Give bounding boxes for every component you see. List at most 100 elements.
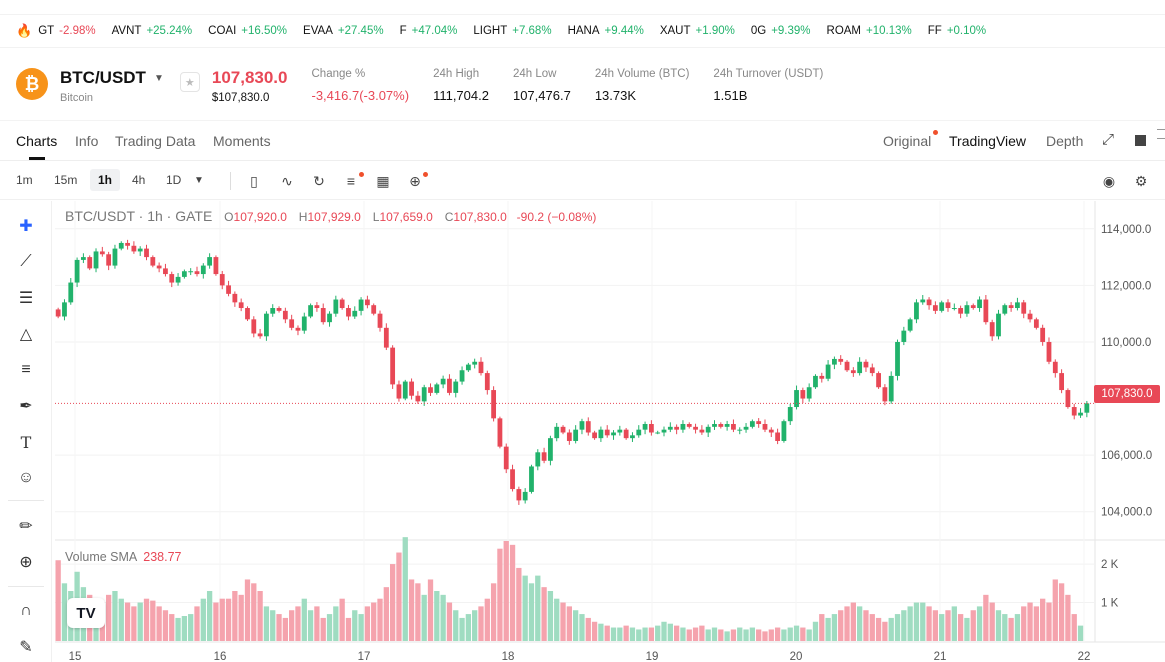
volume-bar — [541, 587, 547, 641]
volume-bar — [188, 614, 194, 641]
candle-body — [832, 358, 837, 365]
volume-bar — [1077, 625, 1084, 641]
candle-body — [194, 271, 200, 275]
tradingview-logo-icon[interactable]: TV — [67, 598, 105, 628]
volume-bar — [547, 591, 554, 641]
volume-bar — [610, 627, 617, 641]
volume-bar — [894, 614, 901, 641]
ticker-symbol: HANA — [567, 25, 600, 37]
y-tick-label: 110,000.0 — [1101, 337, 1151, 349]
timeframe-1m[interactable]: 1m — [16, 173, 33, 187]
last-price: 107,830.0 — [211, 68, 288, 87]
candle-body — [402, 381, 408, 399]
vol-tick-label: 2 K — [1101, 559, 1119, 571]
fib-retracement-icon[interactable]: ≡ — [21, 361, 31, 378]
volume-bar — [522, 575, 528, 641]
horizontal-lines-icon[interactable]: ☰ — [18, 290, 34, 307]
magnet-icon[interactable]: ∩ — [20, 602, 32, 619]
candle-body — [62, 302, 67, 317]
volume-bar — [932, 610, 939, 641]
volume-bar — [579, 614, 585, 641]
candle-body — [150, 257, 156, 266]
tab-tradingview[interactable]: TradingView — [949, 133, 1027, 149]
volume-bar — [484, 598, 490, 641]
ruler-icon[interactable]: ✏ — [19, 518, 33, 535]
x-tick-label: 18 — [502, 651, 515, 662]
last-price-usd: $107,830.0 — [211, 92, 270, 104]
stat-24h-low: 24h Low 107,476.7 — [513, 68, 571, 103]
brush-icon[interactable]: ✒ — [19, 398, 33, 415]
ticker-item[interactable]: ROAM +10.13% — [827, 25, 912, 37]
timeframe-1d[interactable]: 1D — [166, 173, 182, 187]
volume-bar — [768, 629, 774, 641]
timeframe-1h[interactable]: 1h — [90, 169, 121, 191]
volume-bar — [964, 617, 970, 641]
candle-body — [617, 429, 623, 433]
ticker-item[interactable]: COAI +16.50% — [208, 25, 287, 37]
camera-icon[interactable]: ◉ — [1102, 173, 1116, 189]
volume-bar — [983, 594, 989, 641]
ticker-item[interactable]: GT -2.98% — [38, 25, 95, 37]
settings-gear-icon[interactable]: ⚙ — [1134, 173, 1148, 189]
crosshair-icon[interactable]: ✚ — [19, 218, 33, 235]
replay-icon[interactable]: ↻ — [313, 173, 325, 189]
candle-body — [200, 265, 206, 275]
tab-trading-data[interactable]: Trading Data — [115, 133, 196, 149]
notification-dot — [423, 172, 428, 177]
ticker-item[interactable]: HANA +9.44% — [568, 25, 644, 37]
tab-info[interactable]: Info — [75, 133, 99, 149]
stat-value: 13.73K — [594, 88, 637, 103]
volume-bar — [535, 575, 541, 641]
pair-selector[interactable]: BTC/USDT ▼ Bitcoin — [60, 68, 164, 104]
add-icon[interactable]: ⊕ — [409, 173, 421, 189]
volume-bar — [61, 583, 68, 641]
ticker-item[interactable]: AVNT +25.24% — [112, 25, 193, 37]
candle-body — [838, 358, 844, 362]
ticker-item[interactable]: 0G +9.39% — [751, 25, 811, 37]
volume-bar — [819, 614, 825, 641]
candle-body — [264, 313, 269, 337]
pattern-icon[interactable]: △ — [19, 326, 33, 343]
favorite-star-icon[interactable]: ★ — [179, 72, 200, 92]
alerts-list-icon[interactable]: ≡ — [346, 173, 356, 189]
candle-body — [775, 432, 781, 441]
tab-depth[interactable]: Depth — [1046, 133, 1084, 149]
menu-icon[interactable] — [1157, 129, 1165, 139]
volume-bar — [396, 552, 402, 641]
stat-label: 24h Turnover (USDT) — [713, 68, 824, 80]
chevron-down-icon[interactable]: ▼ — [194, 175, 204, 186]
ticker-symbol: XAUT — [659, 25, 691, 37]
candle-body — [592, 432, 597, 439]
layout-grid-icon[interactable]: ▦ — [376, 173, 390, 189]
candle-body — [630, 435, 635, 439]
volume-bar — [711, 627, 718, 641]
candle-body — [863, 361, 869, 368]
ticker-symbol: ROAM — [826, 25, 862, 37]
tab-charts[interactable]: Charts — [16, 133, 58, 149]
ticker-item[interactable]: FF +0.10% — [928, 25, 986, 37]
edit-lock-icon[interactable]: ✎ — [19, 639, 33, 656]
ticker-item[interactable]: XAUT +1.90% — [660, 25, 735, 37]
trend-line-icon[interactable]: ⟋ — [20, 253, 32, 270]
pair-name: BTC/USDT — [60, 68, 146, 87]
volume-bar — [648, 627, 655, 641]
fullscreen-icon[interactable]: ⤢ — [1102, 131, 1115, 148]
tab-moments[interactable]: Moments — [213, 133, 271, 149]
indicators-icon[interactable]: ∿ — [281, 173, 293, 189]
candlestick-type-icon[interactable]: ▯ — [250, 173, 258, 189]
emoji-icon[interactable]: ☺ — [17, 469, 35, 486]
candle-body — [137, 248, 143, 252]
volume-bar — [781, 629, 787, 641]
layout-icon[interactable] — [1135, 135, 1146, 146]
ticker-item[interactable]: LIGHT +7.68% — [473, 25, 551, 37]
tab-original[interactable]: Original — [883, 133, 932, 149]
timeframe-15m[interactable]: 15m — [54, 173, 78, 187]
text-tool-icon[interactable]: T — [20, 432, 32, 452]
ticker-item[interactable]: EVAA +27.45% — [303, 25, 384, 37]
volume-bar — [497, 548, 503, 641]
zoom-in-icon[interactable]: ⊕ — [19, 554, 33, 571]
candle-body — [1052, 361, 1058, 374]
price-chart[interactable]: 114,000.0 112,000.0 110,000.0 106,000.0 104,… — [55, 201, 1165, 662]
ticker-item[interactable]: F +47.04% — [400, 25, 458, 37]
timeframe-4h[interactable]: 4h — [132, 173, 146, 187]
